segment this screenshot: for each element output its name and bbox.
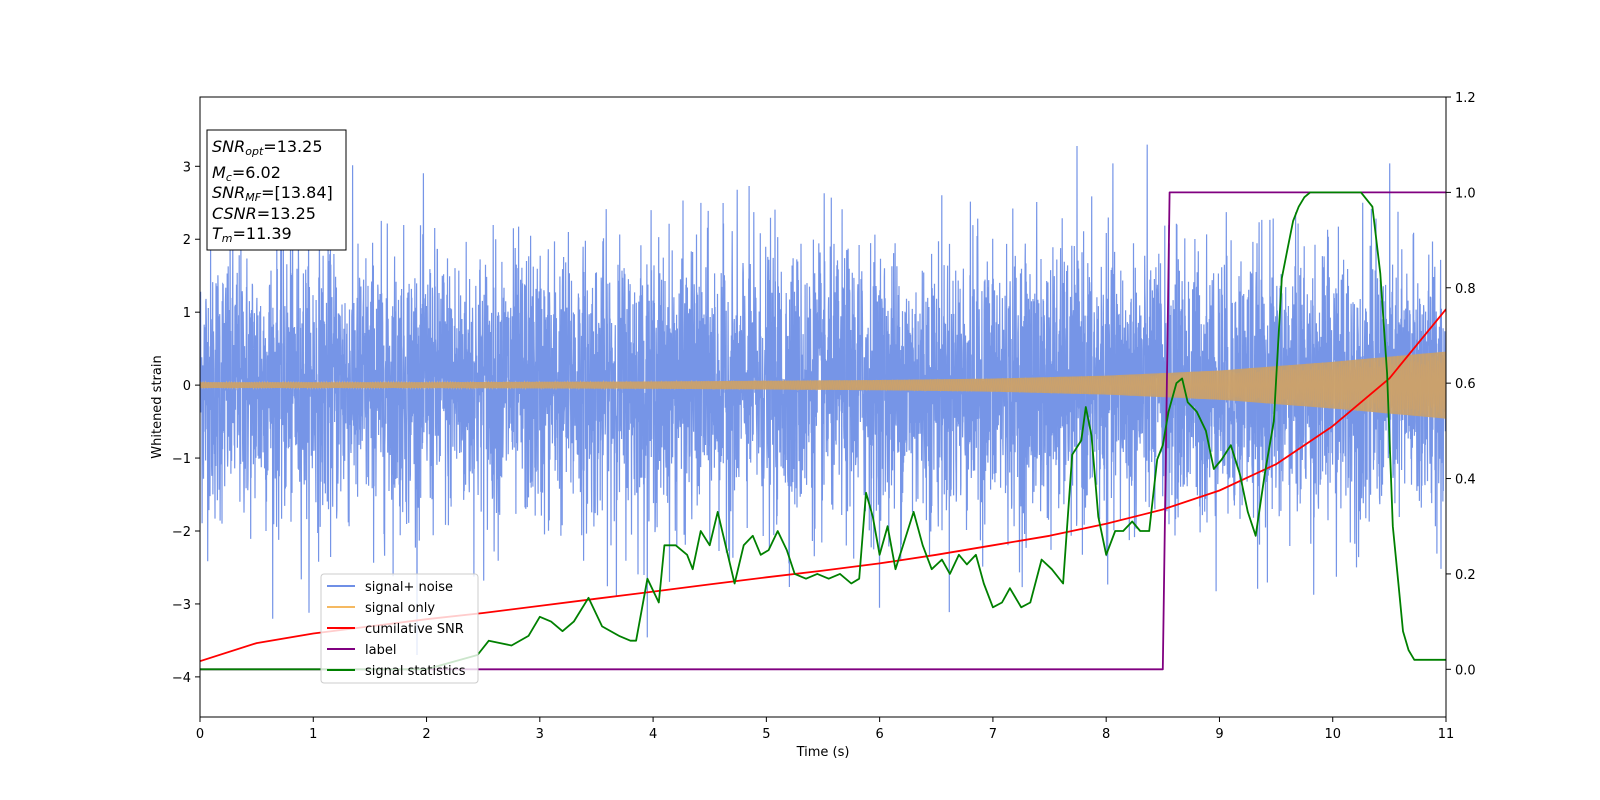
y2-tick-label: 0.4 (1455, 473, 1476, 488)
noise-trace (200, 144, 1446, 656)
y2-tick-label: 0.8 (1455, 282, 1476, 297)
x-axis-label: Time (s) (796, 745, 850, 760)
x-tick-label: 3 (536, 727, 544, 742)
y-tick-label: 3 (183, 160, 191, 175)
legend-entry: cumilative SNR (365, 622, 464, 637)
y-tick-label: 2 (183, 233, 191, 248)
plot-frame (199, 96, 1447, 718)
y-tick-label: −3 (172, 598, 191, 613)
x-tick-label: 11 (1438, 727, 1455, 742)
series-signal-only (200, 351, 1446, 419)
annotation-line: Tm=11.39 (212, 224, 292, 245)
annotation-line: Mc=6.02 (212, 163, 281, 184)
legend-entry: signal+ noise (365, 580, 453, 595)
series-line (200, 191, 1446, 671)
y2-tick-label: 1.0 (1455, 186, 1476, 201)
legend: signal+ noise signal only cumilative SNR la… (320, 573, 479, 684)
y-axis-right: 0.0 0.2 0.4 0.6 0.8 1.0 1.2 (1446, 91, 1476, 678)
x-tick-label: 2 (422, 727, 430, 742)
y-tick-label: 1 (183, 306, 191, 321)
y-tick-label: −1 (172, 452, 191, 467)
legend-entry: signal only (365, 601, 435, 616)
y2-tick-label: 0.0 (1455, 663, 1476, 678)
x-tick-label: 0 (196, 727, 204, 742)
legend-entry: label (365, 643, 396, 658)
annotation-box: SNRopt=13.25 Mc=6.02SNRMF=[13.84]CSNR=13.… (206, 129, 347, 251)
y2-tick-label: 0.2 (1455, 568, 1476, 583)
series-signal-noise (200, 144, 1446, 656)
series-label (200, 191, 1446, 671)
x-axis: 0 1 2 3 4 5 6 7 8 9 10 11 (196, 717, 1454, 742)
x-tick-label: 9 (1215, 727, 1223, 742)
legend-entry: signal statistics (365, 664, 466, 679)
x-tick-label: 6 (875, 727, 883, 742)
x-tick-label: 4 (649, 727, 657, 742)
y-axis-label: Whitened strain (150, 355, 165, 458)
x-tick-label: 10 (1324, 727, 1341, 742)
series-signal-statistics (200, 191, 1446, 671)
x-tick-label: 8 (1102, 727, 1110, 742)
annotation-line: SNRopt=13.25 (212, 137, 323, 158)
annotation-line: SNRMF=[13.84] (212, 183, 333, 204)
y2-tick-label: 0.6 (1455, 377, 1476, 392)
x-tick-label: 7 (989, 727, 997, 742)
x-tick-label: 5 (762, 727, 770, 742)
x-tick-label: 1 (309, 727, 317, 742)
chirp-envelope (200, 351, 1446, 419)
annotation-line: CSNR=13.25 (212, 204, 316, 223)
y-tick-label: −2 (172, 525, 191, 540)
y-tick-label: −4 (172, 671, 191, 686)
y2-tick-label: 1.2 (1455, 91, 1476, 106)
y-tick-label: 0 (183, 379, 191, 394)
y-axis-left: −4 −3 −2 −1 0 1 2 3 (172, 160, 200, 686)
series-line (200, 191, 1446, 671)
